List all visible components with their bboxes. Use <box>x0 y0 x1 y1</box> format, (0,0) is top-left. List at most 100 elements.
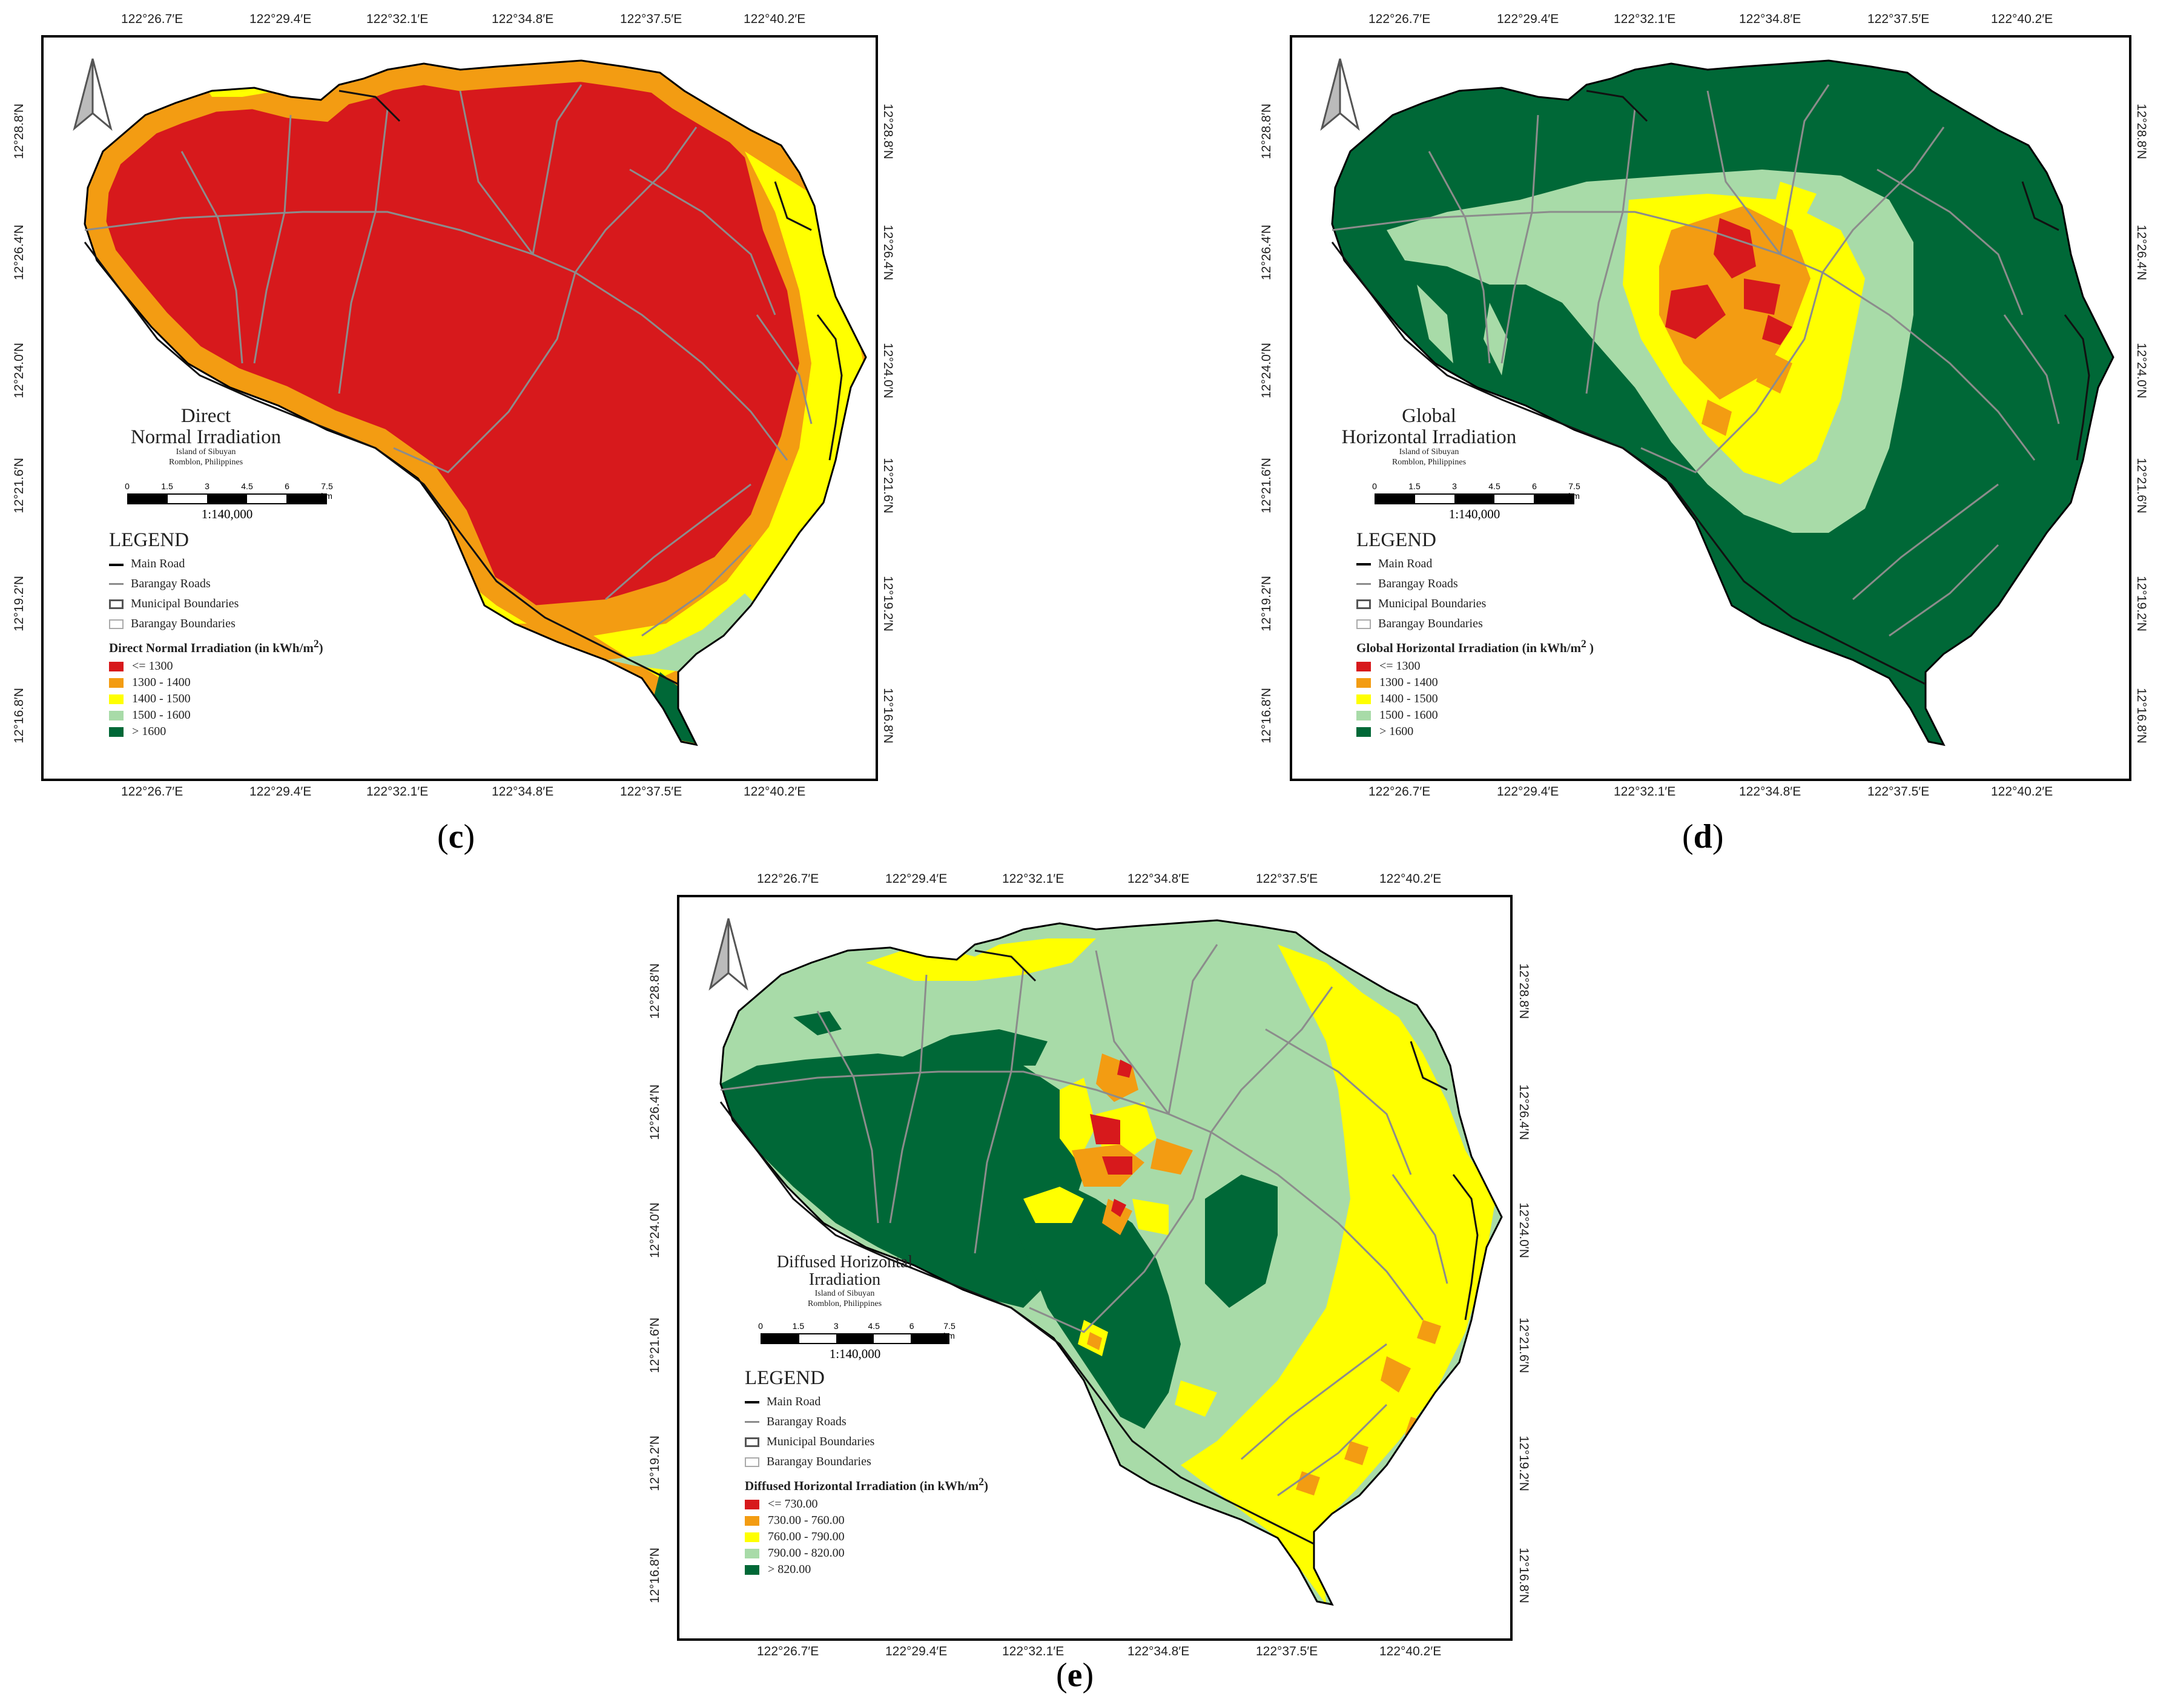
lon-tick-top: 122°37.5′E <box>620 12 682 26</box>
legend-label: Main Road <box>1378 557 1433 570</box>
legend-label: Main Road <box>767 1395 821 1408</box>
legend: LEGEND Main Road Barangay Roads Municipa… <box>745 1368 1084 1578</box>
scale-label: 3 <box>205 481 210 491</box>
scale-label: 0 <box>125 481 130 491</box>
scale-label: 7.5 km <box>943 1321 956 1340</box>
legend-label: Barangay Boundaries <box>1378 617 1483 630</box>
legend-class-5: > 1600 <box>1356 724 1671 740</box>
lon-tick-bottom: 122°26.7′E <box>757 1644 819 1658</box>
scale-label: 4.5 <box>1488 481 1500 491</box>
lon-tick-bottom: 122°26.7′E <box>121 785 183 799</box>
map-title-line1: Diffused Horizontal <box>776 1253 913 1271</box>
scale-label: 1.5 <box>161 481 173 491</box>
lon-tick-top: 122°26.7′E <box>757 872 819 886</box>
map-title-line2: Horizontal Irradiation <box>1341 426 1517 448</box>
scale-bar: 0 1.5 3 4.5 6 7.5 km 1:140,000 <box>125 481 333 522</box>
map-title-line2: Irradiation <box>808 1270 881 1290</box>
panel-caption-c: (c) <box>437 818 475 856</box>
legend-class-4: 790.00 - 820.00 <box>745 1545 1084 1561</box>
scale-label: 0 <box>758 1321 763 1331</box>
legend-class-3: 1400 - 1500 <box>1356 691 1671 707</box>
lon-tick-top: 122°26.7′E <box>1368 12 1431 26</box>
legend-main-road: Main Road <box>109 554 424 574</box>
legend-municipal-boundaries: Municipal Boundaries <box>745 1432 1084 1452</box>
island-name: Island of Sibuyan <box>1399 447 1459 457</box>
lon-tick-bottom: 122°29.4′E <box>249 785 312 799</box>
lon-tick-bottom: 122°40.2′E <box>1379 1644 1442 1658</box>
lon-tick-bottom: 122°37.5′E <box>620 785 682 799</box>
legend-class-1: <= 1300 <box>109 658 424 674</box>
map-panel-c: 122°26.7′E 122°29.4′E 122°32.1′E 122°34.… <box>0 0 896 799</box>
scale-label: 0 <box>1372 481 1377 491</box>
lon-tick-bottom: 122°34.8′E <box>492 785 554 799</box>
scale-label: 7.5 km <box>1568 481 1580 501</box>
lon-tick-bottom: 122°37.5′E <box>1256 1644 1318 1658</box>
scale-label: 1.5 <box>1408 481 1421 491</box>
legend-label: Barangay Boundaries <box>131 617 236 630</box>
scale-ratio: 1:140,000 <box>1448 507 1500 521</box>
map-title-line2: Normal Irradiation <box>130 426 282 448</box>
legend-class-title: Diffused Horizontal Irradiation (in kWh/… <box>745 1476 988 1493</box>
scale-bar: 0 1.5 3 4.5 6 7.5 km 1:140,000 <box>1372 481 1580 522</box>
lon-tick-bottom: 122°37.5′E <box>1867 785 1930 799</box>
legend-label: Barangay Roads <box>767 1415 847 1428</box>
legend-main-road: Main Road <box>745 1392 1084 1412</box>
legend-label: Barangay Roads <box>131 577 211 590</box>
lon-tick-top: 122°40.2′E <box>1379 872 1442 886</box>
lon-tick-top: 122°34.8′E <box>1127 872 1190 886</box>
legend-label: Main Road <box>131 557 185 570</box>
map-title: Diffused Horizontal Irradiation Island o… <box>745 1253 945 1309</box>
legend-class-title: Direct Normal Irradiation (in kWh/m2) <box>109 638 323 655</box>
scale-label: 3 <box>833 1321 839 1331</box>
legend-class-3: 760.00 - 790.00 <box>745 1529 1084 1545</box>
legend-barangay-boundaries: Barangay Boundaries <box>109 614 424 634</box>
lon-tick-bottom: 122°32.1′E <box>1614 785 1676 799</box>
scale-label: 4.5 <box>241 481 253 491</box>
lon-tick-top: 122°32.1′E <box>366 12 429 26</box>
island-map <box>719 919 1503 1606</box>
legend-class-4: 1500 - 1600 <box>1356 707 1671 724</box>
legend-barangay-roads: Barangay Roads <box>745 1412 1084 1432</box>
lon-tick-bottom: 122°32.1′E <box>1002 1644 1065 1658</box>
panel-caption-e: (e) <box>1056 1657 1094 1694</box>
lon-tick-bottom: 122°34.8′E <box>1127 1644 1190 1658</box>
island-map <box>1331 59 2114 747</box>
lon-tick-bottom: 122°40.2′E <box>744 785 806 799</box>
legend-label: Municipal Boundaries <box>1378 597 1487 610</box>
scale-ratio: 1:140,000 <box>201 507 253 521</box>
legend-barangay-roads: Barangay Roads <box>109 574 424 594</box>
lon-tick-top: 122°29.4′E <box>249 12 312 26</box>
map-title: Global Horizontal Irradiation Island of … <box>1314 406 1544 468</box>
lon-tick-bottom: 122°32.1′E <box>366 785 429 799</box>
lon-tick-bottom: 122°29.4′E <box>1497 785 1559 799</box>
legend: LEGEND Main Road Barangay Roads Municipa… <box>109 530 424 740</box>
island-name: Island of Sibuyan <box>176 447 236 457</box>
lon-tick-top: 122°37.5′E <box>1867 12 1930 26</box>
legend-class-4: 1500 - 1600 <box>109 707 424 724</box>
legend-title: LEGEND <box>745 1367 825 1389</box>
legend-barangay-boundaries: Barangay Boundaries <box>1356 614 1671 634</box>
map-title-line1: Direct <box>180 405 231 427</box>
province-name: Romblon, Philippines <box>807 1299 882 1308</box>
legend-class-5: > 1600 <box>109 724 424 740</box>
legend-label: Municipal Boundaries <box>767 1435 875 1448</box>
lon-tick-top: 122°40.2′E <box>744 12 806 26</box>
map-title: Direct Normal Irradiation Island of Sibu… <box>91 406 321 468</box>
legend-label: Barangay Boundaries <box>767 1455 871 1468</box>
legend-barangay-roads: Barangay Roads <box>1356 574 1671 594</box>
lon-tick-top: 122°40.2′E <box>1991 12 2053 26</box>
legend-barangay-boundaries: Barangay Boundaries <box>745 1452 1084 1472</box>
legend-label: Barangay Roads <box>1378 577 1458 590</box>
map-title-line1: Global <box>1402 405 1456 427</box>
legend-class-2: 1300 - 1400 <box>109 674 424 691</box>
lon-tick-bottom: 122°34.8′E <box>1739 785 1801 799</box>
legend-title: LEGEND <box>1356 529 1436 551</box>
lon-tick-top: 122°29.4′E <box>885 872 948 886</box>
scale-label: 6 <box>909 1321 914 1331</box>
island-map <box>84 59 867 747</box>
scale-label: 6 <box>1532 481 1537 491</box>
island-name: Island of Sibuyan <box>814 1288 875 1298</box>
scale-label: 6 <box>285 481 289 491</box>
legend-class-1: <= 730.00 <box>745 1496 1084 1512</box>
legend-class-1: <= 1300 <box>1356 658 1671 674</box>
